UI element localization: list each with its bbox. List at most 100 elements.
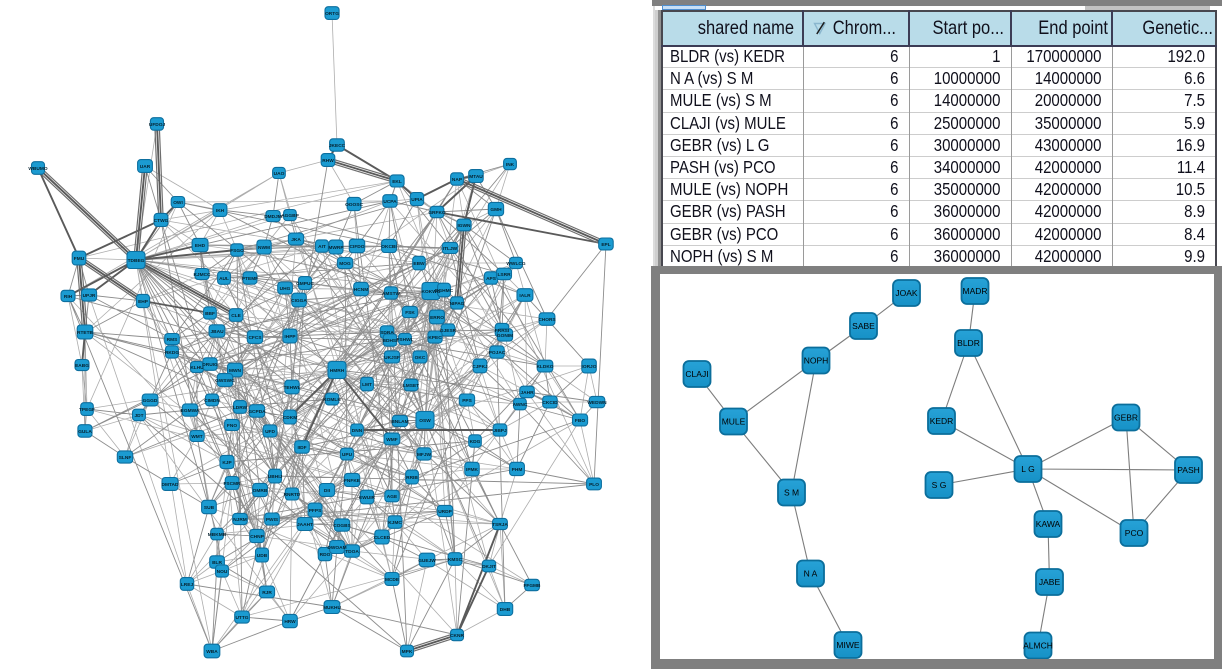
svg-text:GCPDA: GCPDA <box>248 409 266 415</box>
svg-text:OOOSC: OOOSC <box>345 202 363 208</box>
svg-text:UPU: UPU <box>342 452 353 458</box>
svg-text:RMS: RMS <box>167 337 178 343</box>
svg-text:MIWE: MIWE <box>836 640 859 650</box>
svg-text:DHB: DHB <box>500 607 511 613</box>
svg-text:HCNM: HCNM <box>354 287 368 293</box>
svg-text:JKECC: JKECC <box>329 143 346 149</box>
svg-text:FMU: FMU <box>74 256 85 262</box>
svg-text:DGHMC: DGHMC <box>435 288 454 294</box>
svg-text:WWLCG: WWLCG <box>506 261 525 267</box>
svg-text:IPMK: IPMK <box>466 467 479 473</box>
svg-text:PFPS: PFPS <box>309 508 322 514</box>
svg-text:NWM: NWM <box>258 245 270 251</box>
svg-text:CLCED: CLCED <box>374 535 391 541</box>
svg-text:MULE: MULE <box>722 417 746 427</box>
svg-text:CHORS: CHORS <box>538 317 556 323</box>
svg-text:KJMCC: KJMCC <box>193 272 211 278</box>
svg-text:DMTAD: DMTAD <box>162 482 179 488</box>
svg-text:DMDJM: DMDJM <box>264 214 282 220</box>
svg-text:RJR: RJR <box>262 590 272 596</box>
svg-text:DWOAM: DWOAM <box>327 545 346 551</box>
svg-text:INK: INK <box>506 162 515 168</box>
svg-text:WMT: WMT <box>191 434 203 440</box>
svg-text:JKA: JKA <box>291 237 301 243</box>
svg-text:TPEGF: TPEGF <box>79 407 95 413</box>
svg-text:AGGBP: AGGBP <box>281 213 299 219</box>
svg-text:CIFDO: CIFDO <box>350 244 365 250</box>
svg-text:APS: APS <box>486 276 497 282</box>
svg-text:FSGO: FSGO <box>230 248 244 254</box>
svg-text:HMRH: HMRH <box>330 368 345 374</box>
svg-text:GJESR: GJESR <box>440 328 457 334</box>
svg-text:PPS: PPS <box>462 398 472 404</box>
svg-text:LSRR: LSRR <box>497 272 511 278</box>
svg-text:GRFKO: GRFKO <box>428 210 446 216</box>
svg-text:KLHU: KLHU <box>190 365 204 371</box>
svg-text:MFJW: MFJW <box>417 452 432 458</box>
svg-text:NOU: NOU <box>217 569 228 575</box>
svg-text:EPL: EPL <box>601 242 610 248</box>
svg-text:WEDWN: WEDWN <box>587 400 607 406</box>
svg-text:CHNP: CHNP <box>250 534 264 540</box>
svg-text:BNLAM: BNLAM <box>391 419 408 425</box>
svg-text:RIH: RIH <box>64 294 73 300</box>
svg-text:LMSET: LMSET <box>403 383 419 389</box>
svg-text:PASH: PASH <box>1177 465 1200 475</box>
svg-text:KEDR: KEDR <box>930 416 954 426</box>
svg-text:AGE: AGE <box>387 494 398 500</box>
svg-text:DRUIG: DRUIG <box>202 362 218 368</box>
svg-text:DKJIT: DKJIT <box>482 564 496 570</box>
svg-text:OSW: OSW <box>419 418 431 424</box>
svg-text:UCPA: UCPA <box>383 199 397 205</box>
svg-text:RTETB: RTETB <box>77 330 94 336</box>
svg-text:CFCS: CFCS <box>248 335 262 341</box>
svg-text:WMF: WMF <box>386 437 398 443</box>
svg-text:GULA: GULA <box>78 429 92 435</box>
svg-text:EWUIR: EWUIR <box>359 495 376 501</box>
svg-text:UKJSF: UKJSF <box>384 355 400 361</box>
svg-text:CJPKJ: CJPKJ <box>472 364 488 370</box>
svg-text:COGBS: COGBS <box>333 523 351 529</box>
svg-text:NAP: NAP <box>452 177 463 183</box>
svg-text:RHW: RHW <box>322 158 334 164</box>
svg-text:GWSWG: GWSWG <box>215 378 235 384</box>
svg-text:KJMC: KJMC <box>388 520 402 526</box>
svg-text:TEHWL: TEHWL <box>283 385 300 391</box>
svg-text:S M: S M <box>784 488 799 498</box>
svg-text:EGMWA: EGMWA <box>181 408 200 414</box>
svg-text:EBW: EBW <box>413 261 425 267</box>
svg-text:JDT: JDT <box>134 413 143 419</box>
svg-text:KAWA: KAWA <box>1036 519 1061 529</box>
svg-text:KJP: KJP <box>222 460 232 466</box>
svg-text:BLR: BLR <box>212 560 222 566</box>
svg-text:N A: N A <box>804 569 818 579</box>
svg-text:RDO: RDO <box>320 552 331 558</box>
svg-text:ITLJW: ITLJW <box>443 246 458 252</box>
svg-text:ALMCH: ALMCH <box>1023 641 1053 651</box>
svg-text:CIMDN: CIMDN <box>204 398 220 404</box>
svg-text:JBAU: JBAU <box>210 329 224 335</box>
svg-text:NJRM: NJRM <box>233 517 247 523</box>
svg-text:GMPUC: GMPUC <box>296 281 314 287</box>
svg-text:FNO: FNO <box>227 423 237 429</box>
svg-text:CLE: CLE <box>231 313 241 319</box>
svg-text:MBKMB: MBKMB <box>208 532 227 538</box>
svg-text:RKDG: RKDG <box>165 350 179 356</box>
svg-text:SLNF: SLNF <box>119 455 132 461</box>
svg-text:GUEJW: GUEJW <box>418 558 436 564</box>
svg-text:FBO: FBO <box>575 418 585 424</box>
svg-text:KPEC: KPEC <box>428 335 442 341</box>
svg-text:AWNC: AWNC <box>513 402 528 408</box>
svg-text:DNN: DNN <box>352 428 363 434</box>
svg-text:JAAHT: JAAHT <box>297 522 313 528</box>
svg-text:FSK: FSK <box>405 310 415 316</box>
svg-text:JOAK: JOAK <box>895 288 918 298</box>
svg-text:IKH: IKH <box>216 208 225 214</box>
svg-text:MCDE: MCDE <box>385 577 400 583</box>
svg-text:PTEMF: PTEMF <box>242 276 258 282</box>
svg-text:UPJR: UPJR <box>83 293 96 299</box>
svg-text:FSCMR: FSCMR <box>223 481 241 487</box>
svg-text:LREJ: LREJ <box>181 582 194 588</box>
svg-text:L G: L G <box>1021 464 1034 474</box>
svg-text:CIGGA: CIGGA <box>291 298 307 304</box>
